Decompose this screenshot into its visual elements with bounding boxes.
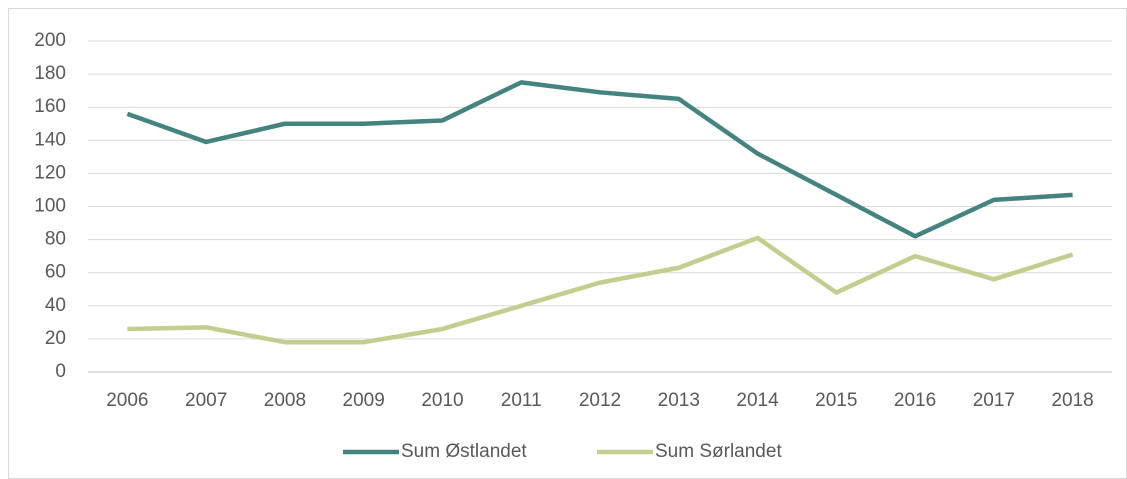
legend-label: Sum Østlandet: [401, 441, 527, 462]
x-tick-label: 2011: [501, 390, 542, 411]
y-tick-label: 0: [55, 361, 66, 382]
x-tick-label: 2015: [815, 390, 857, 411]
y-tick-label: 20: [45, 328, 66, 349]
y-tick-label: 200: [34, 30, 66, 51]
data-line: [126, 80, 1073, 239]
x-tick-label: 2007: [185, 390, 227, 411]
y-tick-label: 120: [34, 162, 66, 183]
y-tick-label: 180: [34, 63, 66, 84]
y-tick-label: 80: [45, 229, 66, 250]
y-tick-label: 60: [45, 262, 66, 283]
x-tick-label: 2009: [343, 390, 385, 411]
y-tick-label: 140: [34, 129, 66, 150]
x-tick-label: 2013: [658, 390, 700, 411]
y-tick-label: 100: [34, 196, 66, 217]
x-tick-label: 2006: [106, 390, 148, 411]
x-tick-label: 2016: [894, 390, 936, 411]
y-tick-label: 40: [45, 295, 66, 316]
x-tick-label: 2014: [736, 390, 779, 411]
x-tick-label: 2018: [1051, 390, 1093, 411]
x-tick-label: 2008: [264, 390, 306, 411]
x-tick-label: 2012: [579, 390, 621, 411]
x-tick-label: 2017: [973, 390, 1015, 411]
y-tick-label: 160: [34, 96, 66, 117]
data-line: [127, 235, 1074, 345]
chart-frame: [8, 8, 1127, 479]
legend-label: Sum Sørlandet: [655, 441, 782, 462]
x-tick-label: 2010: [421, 390, 463, 411]
